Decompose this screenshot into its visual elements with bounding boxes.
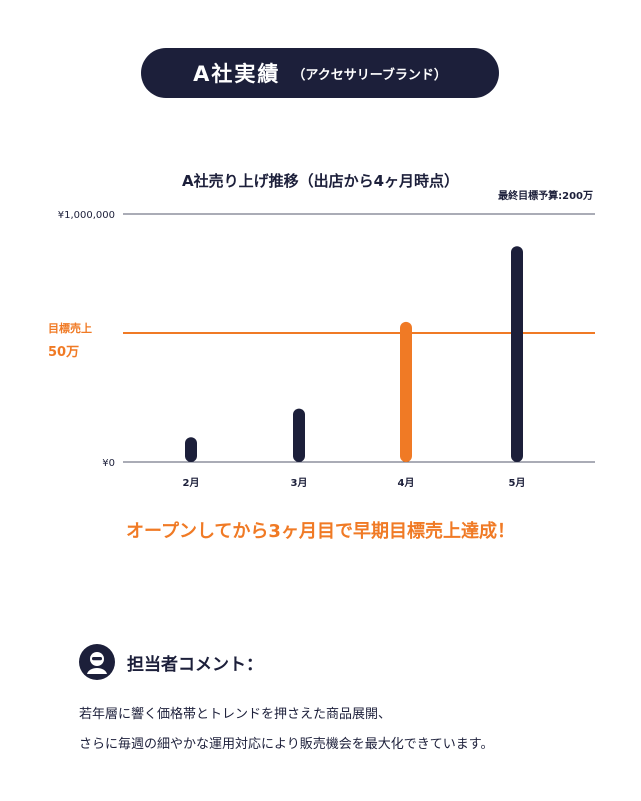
bar-3 — [400, 321, 412, 462]
comment-line-2: さらに毎週の細やかな運用対応により販売機会を最大化できています。 — [79, 737, 494, 752]
achievement-headline: オープンしてから3ヶ月目で早期目標売上達成！ — [126, 521, 515, 542]
budget-note: 最終目標予算:200万 — [498, 191, 593, 202]
bar-4 — [511, 246, 523, 462]
comment-title: 担当者コメント： — [127, 654, 263, 675]
x-tick-label-3: 4月 — [398, 477, 415, 489]
header-title: A社実績 — [193, 62, 281, 86]
x-tick-label-4: 5月 — [509, 477, 526, 489]
y-tick-label-0: ¥1,000,000 — [58, 210, 115, 221]
staff-avatar-icon — [79, 644, 115, 680]
bar-1 — [185, 437, 197, 462]
bar-2 — [293, 408, 305, 462]
chart-title: A社売り上げ推移（出店から4ヶ月時点） — [181, 172, 460, 190]
comment-body: 若年層に響く価格帯とトレンドを押さえた商品展開、 さらに毎週の細やかな運用対応に… — [79, 700, 599, 760]
header-pill: A社実績 （アクセサリーブランド） — [141, 48, 499, 98]
y-tick-label-1: ¥0 — [102, 458, 115, 469]
target-label-line2: 50万 — [48, 345, 79, 360]
header-subtitle: （アクセサリーブランド） — [292, 67, 447, 83]
comment-header: 担当者コメント： — [79, 644, 263, 680]
x-tick-label-1: 2月 — [183, 477, 200, 489]
comment-line-1: 若年層に響く価格帯とトレンドを押さえた商品展開、 — [79, 707, 392, 722]
x-tick-label-2: 3月 — [291, 477, 308, 489]
target-label-line1: 目標売上 — [48, 321, 92, 335]
